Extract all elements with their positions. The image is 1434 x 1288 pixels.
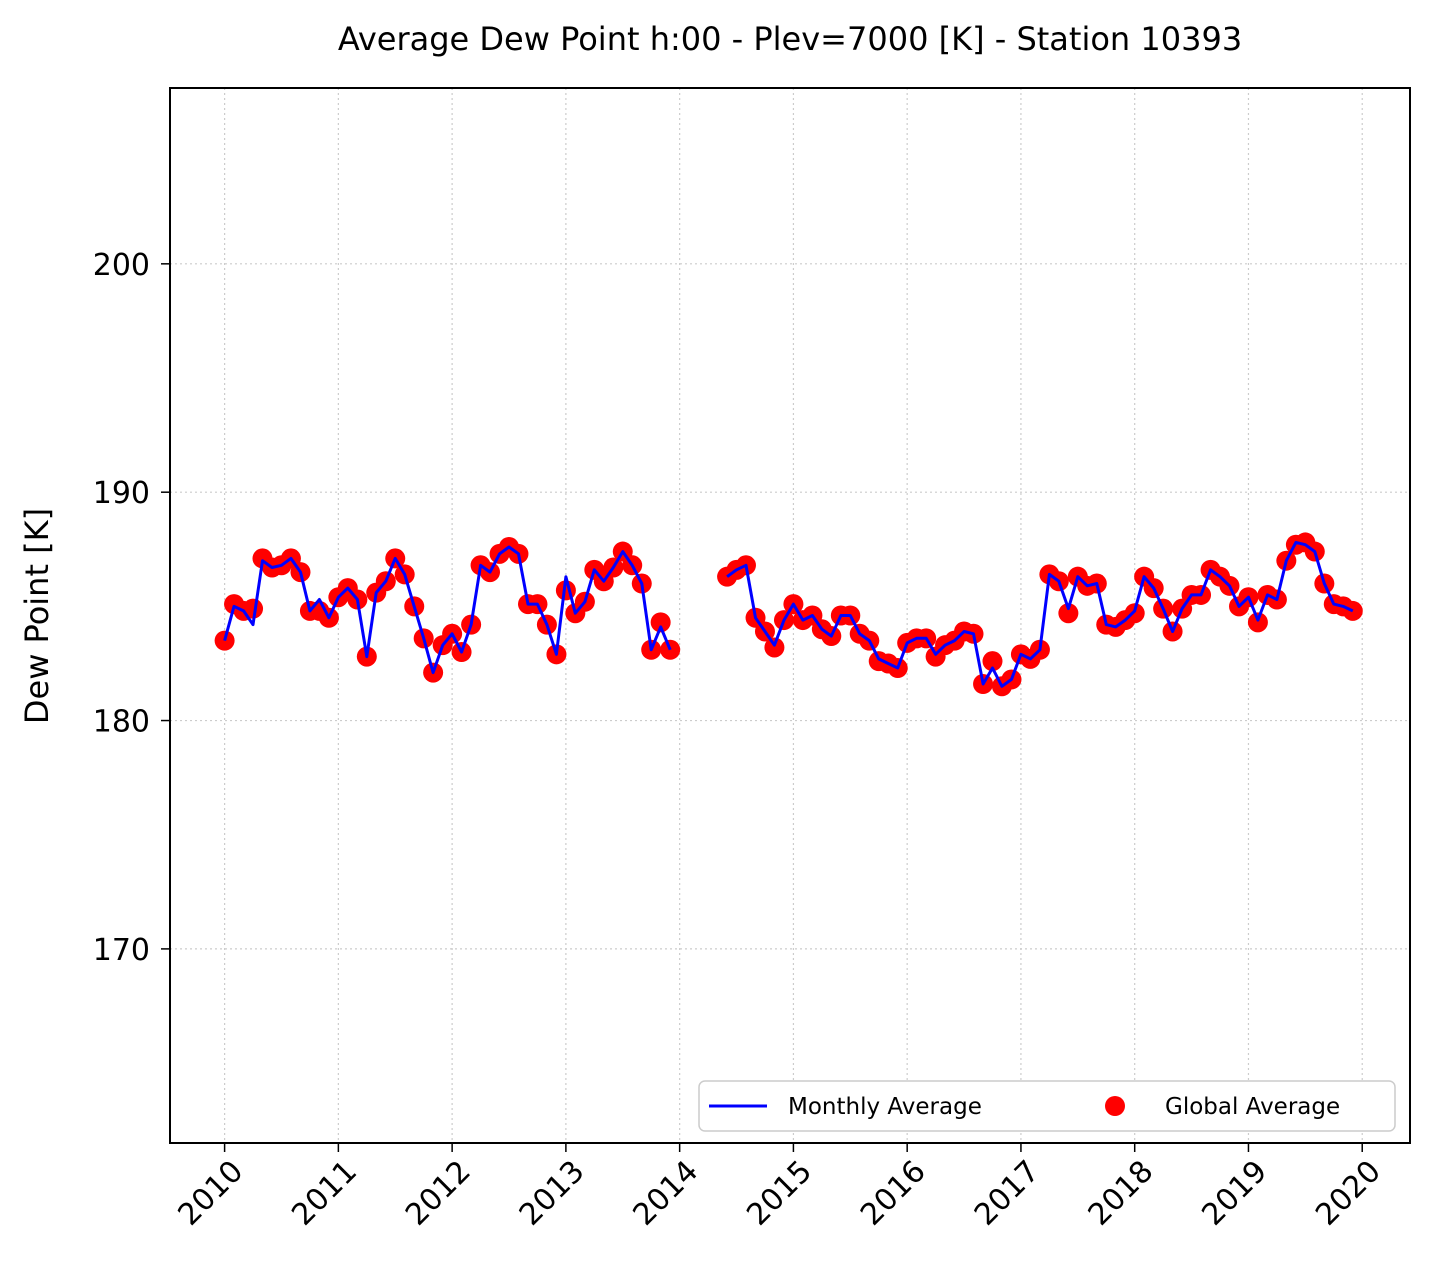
monthly-average-line xyxy=(726,540,1354,688)
plot-frame xyxy=(169,87,1411,1144)
y-tick-label: 190 xyxy=(93,476,150,511)
chart-title: Average Dew Point h:00 - Plev=7000 [K] -… xyxy=(338,20,1242,58)
global-average-point xyxy=(982,651,1003,672)
x-tick-label: 2017 xyxy=(968,1154,1047,1233)
global-average-point xyxy=(243,598,264,619)
global-average-point xyxy=(764,637,785,658)
x-tick-label: 2015 xyxy=(740,1154,819,1233)
x-tick-label: 2013 xyxy=(513,1154,592,1233)
x-tick-label: 2012 xyxy=(399,1154,478,1233)
plot-area xyxy=(214,532,1363,697)
monthly-average-line xyxy=(223,545,672,675)
legend-label-monthly: Monthly Average xyxy=(788,1094,982,1120)
grid xyxy=(170,88,1410,1143)
global-average-point xyxy=(1247,612,1268,633)
x-tick-label: 2020 xyxy=(1309,1154,1388,1233)
x-tick-label: 2011 xyxy=(285,1154,364,1233)
x-tick-label: 2018 xyxy=(1082,1154,1161,1233)
x-tick-label: 2010 xyxy=(172,1154,251,1233)
x-tick-label: 2014 xyxy=(627,1154,706,1233)
legend-dot-swatch xyxy=(1105,1096,1125,1116)
legend-box xyxy=(698,1080,1396,1132)
x-tick-label: 2016 xyxy=(854,1154,933,1233)
global-average-point xyxy=(650,612,671,633)
global-average-point xyxy=(214,630,235,651)
y-tick-label: 180 xyxy=(93,705,150,740)
global-average-point xyxy=(1058,603,1079,624)
y-tick-label: 170 xyxy=(93,933,150,968)
y-axis-label: Dew Point [K] xyxy=(18,508,56,724)
global-average-point xyxy=(1124,603,1145,624)
y-tick-label: 200 xyxy=(93,248,150,283)
legend: Monthly Average Global Average xyxy=(698,1080,1396,1132)
legend-label-global: Global Average xyxy=(1165,1094,1340,1120)
x-tick-label: 2019 xyxy=(1195,1154,1274,1233)
